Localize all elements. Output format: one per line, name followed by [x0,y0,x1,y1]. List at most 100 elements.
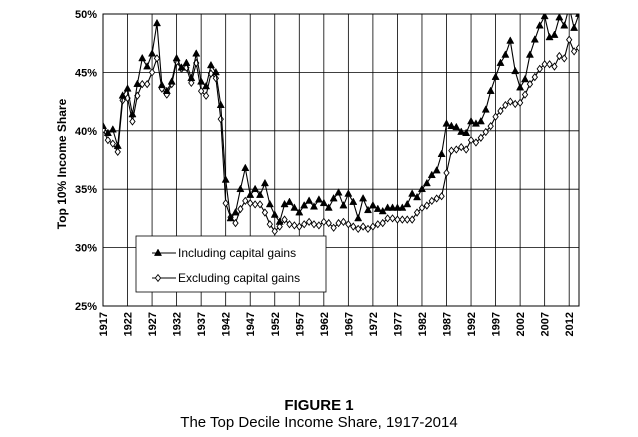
series-excluding-capital-gains [103,35,579,236]
data-point [251,200,259,209]
data-point [507,97,514,106]
data-point [462,128,471,136]
data-point [491,72,500,80]
data-point [187,73,196,82]
data-point [566,35,573,44]
data-point [535,21,544,29]
data-point [363,205,373,214]
data-point [541,60,548,69]
data-point [443,168,450,177]
data-point [340,217,347,227]
plot-area [103,3,579,236]
data-point [113,141,122,149]
data-point [374,220,381,229]
data-point [413,208,421,217]
data-point [319,198,328,207]
data-point [525,50,534,58]
data-point [305,217,313,227]
legend-item: Including capital gains [152,246,296,260]
data-point [275,217,284,225]
data-point [442,119,451,127]
data-point [516,83,525,91]
data-point [457,127,466,135]
data-point [403,199,412,208]
data-point [177,63,186,71]
data-point [497,106,504,116]
data-point [222,199,229,208]
data-point [555,14,564,21]
data-point [521,90,529,99]
x-tick-label: 1977 [392,312,404,336]
data-point [251,184,260,193]
data-point [133,79,142,87]
y-tick-label: 40% [75,126,97,138]
data-point [487,121,494,131]
x-tick-label: 1992 [466,312,478,336]
y-tick-label: 45% [75,67,97,79]
data-point [281,215,288,224]
x-tick-label: 2012 [564,312,576,336]
data-point [520,74,530,83]
x-tick-label: 1942 [221,312,233,336]
data-point [197,77,206,85]
data-point [551,62,558,71]
data-point [157,80,166,89]
legend-marker [154,273,162,283]
data-point [556,51,563,61]
data-point [462,145,470,154]
data-point [530,35,539,43]
data-point [241,163,250,172]
y-tick-label: 35% [75,184,97,196]
data-point [148,68,156,77]
data-point [574,14,579,17]
data-point [256,190,265,198]
legend-label: Including capital gains [178,246,296,260]
data-point [373,204,382,212]
x-tick-label: 1917 [98,312,110,336]
x-tick-label: 2007 [540,312,552,336]
data-point [502,100,509,110]
data-point [301,220,308,229]
data-point [324,203,333,211]
data-point [217,114,224,124]
data-point [566,3,573,10]
data-point [109,139,116,148]
data-point [561,54,568,63]
data-point [300,201,309,209]
data-point [334,188,343,196]
data-point [242,196,249,206]
data-point [172,53,181,62]
x-tick-label: 1997 [491,312,503,336]
data-point [345,220,352,229]
data-point [152,18,162,27]
data-point [516,98,524,107]
data-point [359,222,367,231]
x-tick-label: 1947 [245,312,257,336]
data-point [526,79,534,89]
data-point [575,43,579,53]
data-point [389,214,396,223]
data-point [477,133,485,142]
data-point [290,203,299,211]
data-point [428,196,435,206]
data-point [206,60,215,69]
data-point [188,78,195,88]
data-point [550,30,559,38]
data-point [359,194,368,202]
data-point [237,204,244,214]
data-point [247,199,254,208]
data-point [256,200,264,209]
data-point [216,100,225,108]
data-point [467,116,476,125]
data-point [570,47,578,56]
y-tick-label: 30% [75,243,97,255]
data-point [408,189,417,197]
data-point [433,194,440,203]
data-point [129,117,136,126]
data-point [103,121,108,129]
data-point [260,178,269,187]
data-point [393,203,402,211]
figure-caption: The Top Decile Income Share, 1917-2014 [180,414,458,431]
legend-marker [153,248,163,256]
data-point [492,112,499,121]
